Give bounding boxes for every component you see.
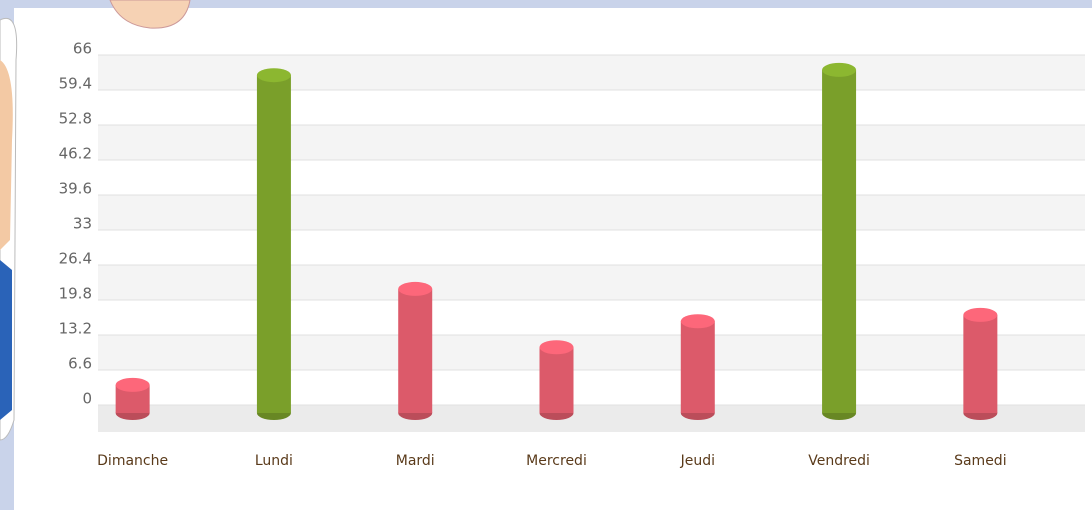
bar-top: [398, 281, 433, 296]
y-tick-label: 0: [82, 390, 92, 408]
y-tick-label: 33: [73, 215, 92, 233]
bar: [963, 314, 998, 413]
floor: [98, 405, 1085, 432]
y-tick-label: 6.6: [68, 355, 92, 373]
grid-band: [98, 335, 1085, 370]
x-tick-label: Mercredi: [526, 453, 587, 469]
y-tick-label: 46.2: [59, 145, 92, 163]
y-tick-label: 52.8: [59, 110, 92, 128]
x-tick-label: Dimanche: [97, 453, 168, 469]
x-tick-label: Lundi: [255, 453, 293, 469]
bar-top: [115, 377, 150, 392]
x-tick-label: Vendredi: [808, 453, 870, 469]
bar: [822, 69, 857, 414]
x-tick-label: Samedi: [954, 453, 1007, 469]
bar-top: [539, 340, 574, 355]
bar: [539, 347, 574, 413]
bar-top: [256, 68, 291, 83]
grid-band: [98, 125, 1085, 160]
y-tick-label: 59.4: [59, 75, 92, 93]
bar: [398, 288, 433, 413]
grid-band: [98, 195, 1085, 230]
y-tick-label: 26.4: [59, 250, 92, 268]
y-tick-label: 19.8: [59, 285, 92, 303]
x-tick-label: Mardi: [396, 453, 435, 469]
bar: [256, 75, 291, 414]
bar-top: [963, 307, 998, 322]
bar-top: [822, 62, 857, 77]
bar-top: [680, 314, 715, 329]
x-tick-label: Jeudi: [680, 453, 715, 469]
y-tick-label: 39.6: [59, 180, 92, 198]
y-tick-label: 13.2: [59, 320, 92, 338]
grid-band: [98, 265, 1085, 300]
bar: [680, 321, 715, 413]
y-tick-label: 66: [73, 40, 92, 58]
mascot: [0, 0, 191, 441]
grid-band: [98, 55, 1085, 90]
